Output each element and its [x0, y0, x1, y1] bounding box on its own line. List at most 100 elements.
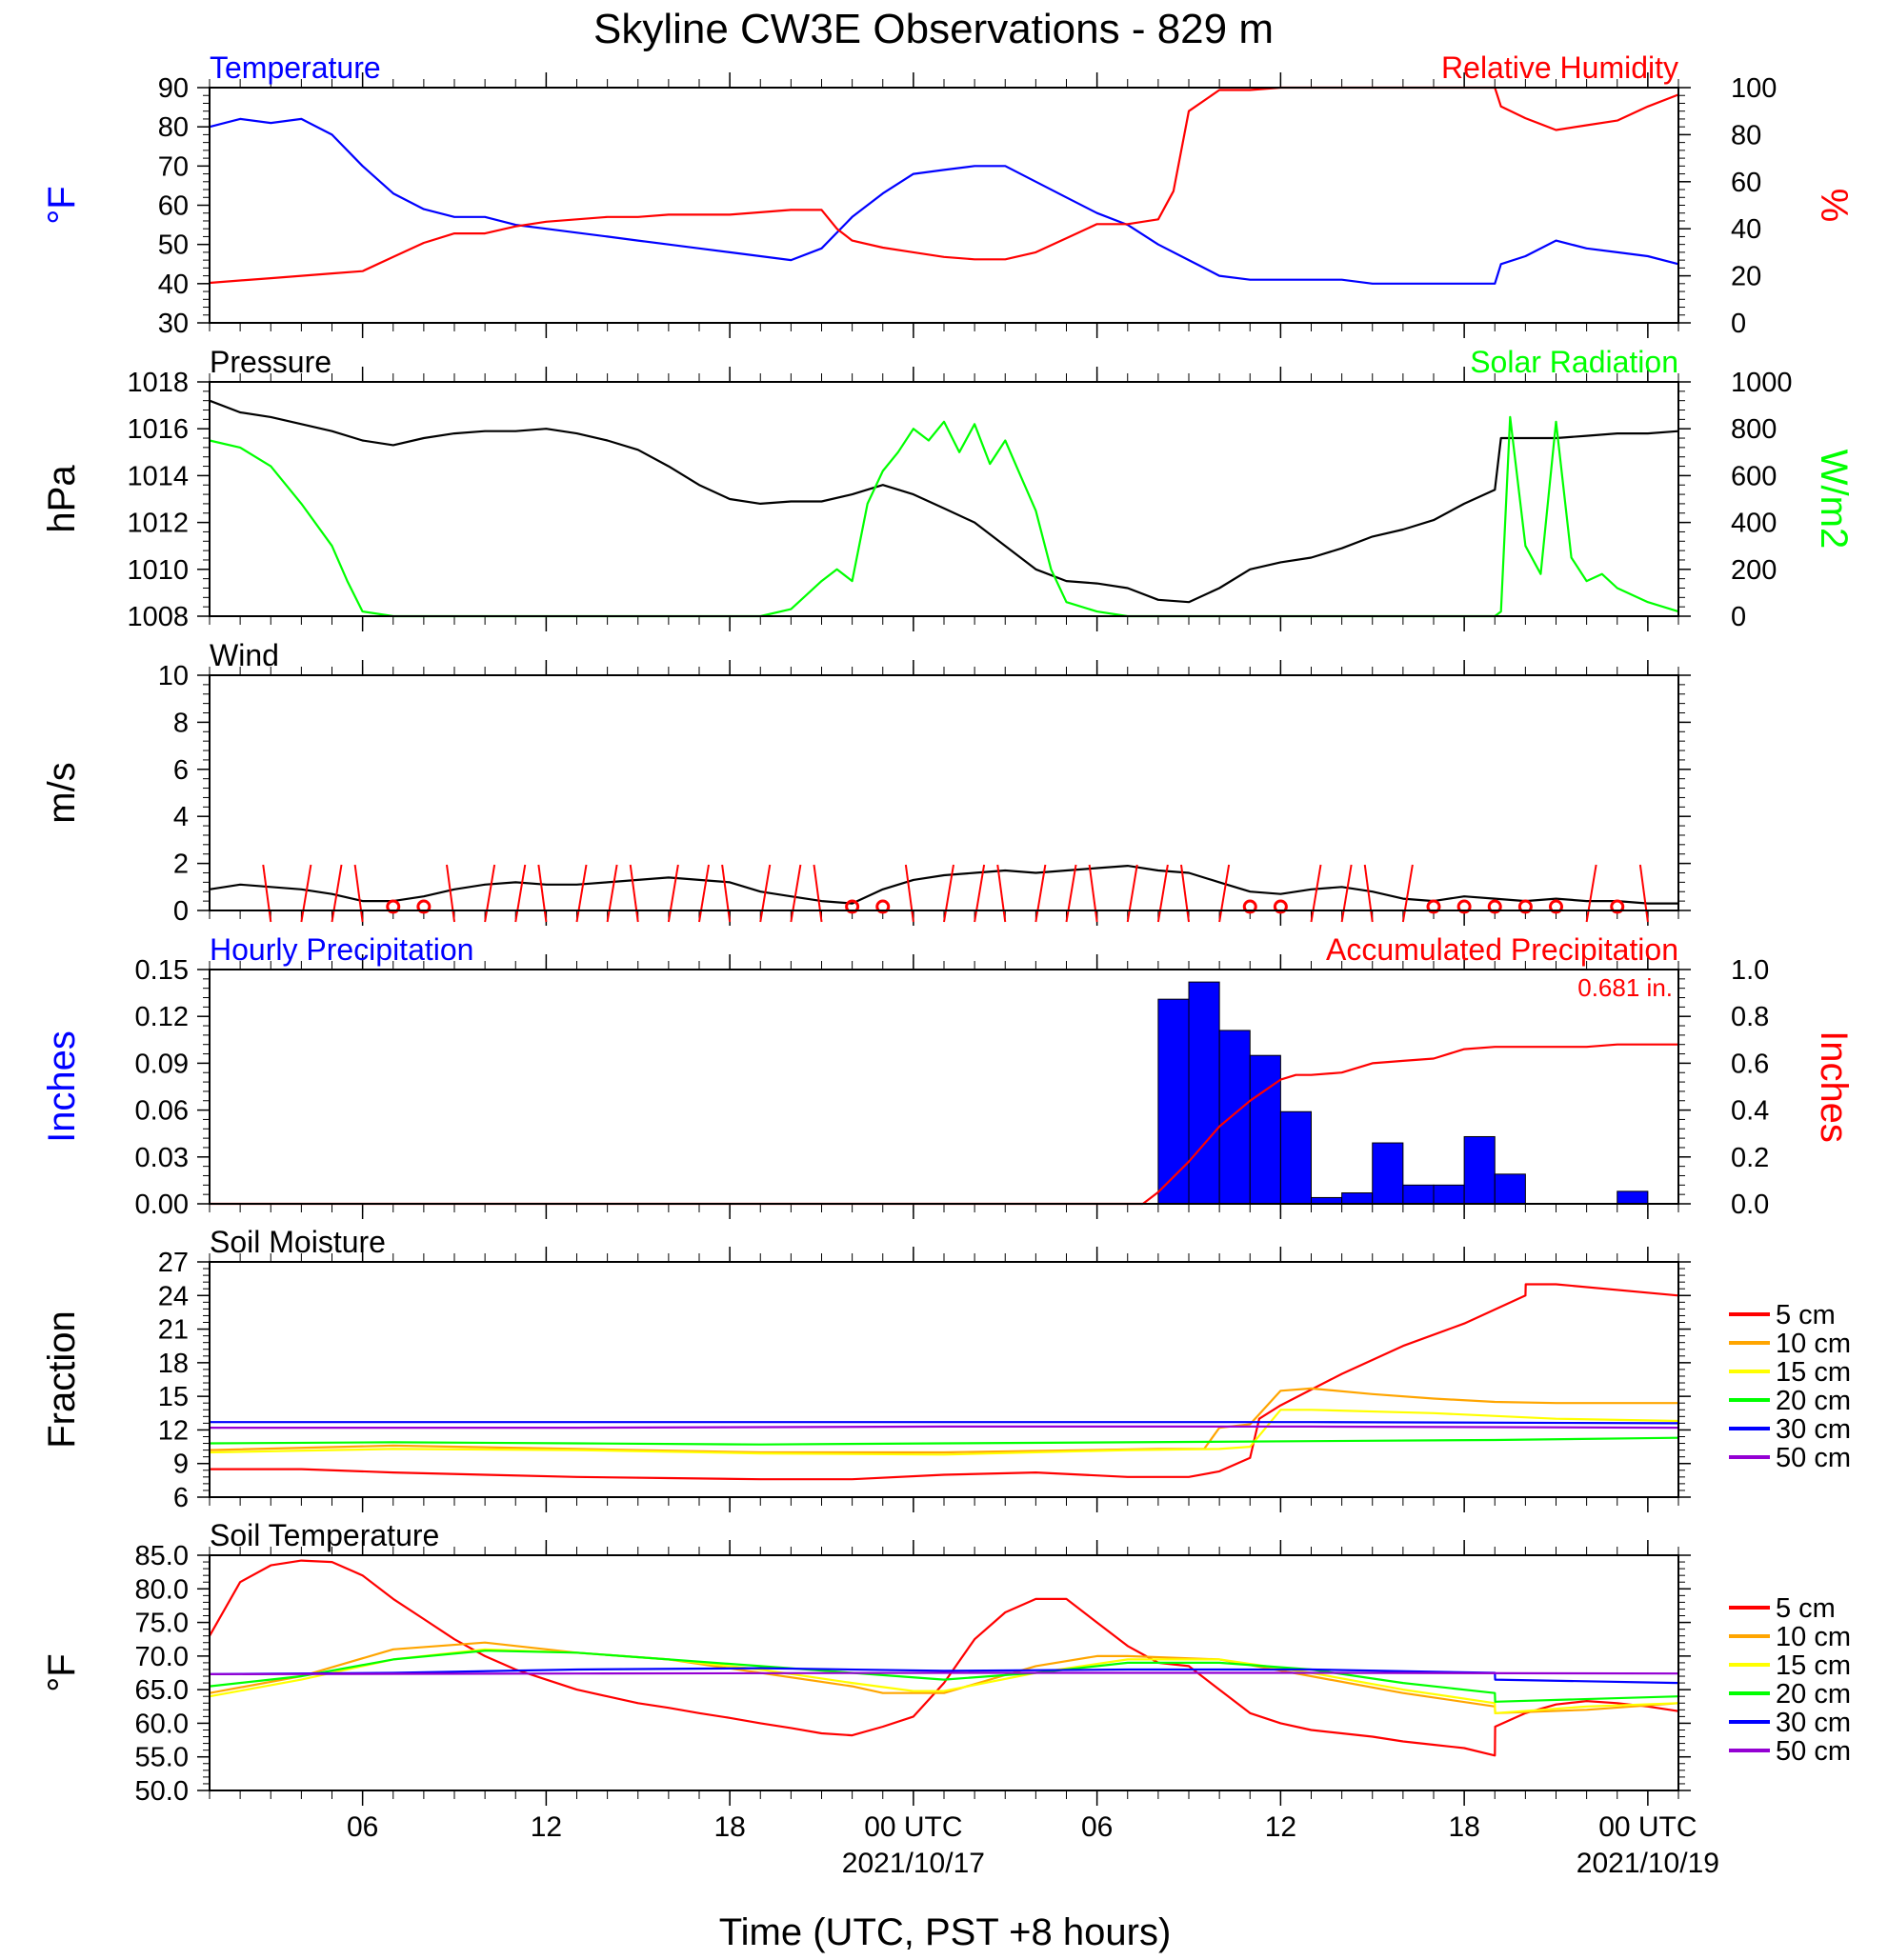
panel-precipitation: 0.00 0.03 0.06 0.09 0.12 0.15 0.0 0.2 0.4 0.6 0.8 1… — [41, 932, 1855, 1220]
wind-barb — [575, 864, 588, 923]
series-line — [209, 1650, 1679, 1703]
calm-circle — [875, 899, 891, 914]
precip-bar — [1617, 1190, 1649, 1205]
y-tick-label-left: 8 — [173, 708, 189, 738]
panel-title-left: Soil Temperature — [210, 1518, 439, 1552]
wind-barb — [759, 864, 772, 923]
wind-barb — [996, 864, 1007, 923]
x-tick-label: 12 — [531, 1811, 562, 1843]
y-tick-label-left: 0 — [173, 896, 189, 927]
legend-label: 15 cm — [1776, 1357, 1851, 1388]
y-tick-label-right: 40 — [1731, 214, 1761, 245]
precip-bar — [1188, 981, 1220, 1205]
total-precip-annotation: 0.681 in. — [1577, 973, 1673, 1002]
y-tick-label-left: 0.09 — [135, 1049, 189, 1079]
y-tick-label-left: 40 — [158, 270, 189, 300]
y-tick-label-left: 55.0 — [135, 1743, 189, 1773]
panel-frame — [209, 381, 1679, 617]
y-tick-label-left: 15 — [158, 1382, 189, 1412]
precip-bar — [1372, 1142, 1404, 1205]
y-tick-label-left: 90 — [158, 73, 189, 104]
panel-pressure_solar: 1008 1010 1012 1014 1016 1018 0 200 400 600 800 100… — [41, 345, 1855, 632]
calm-circle — [1273, 899, 1288, 914]
wind-barb — [790, 864, 802, 923]
y-tick-label-left: 1018 — [127, 368, 189, 398]
precip-bar — [1433, 1184, 1465, 1205]
panel-wind: 0 2 4 6 8 10 Wind m/s — [41, 638, 1691, 927]
calm-circle — [1426, 899, 1441, 914]
calm-circle — [1517, 899, 1533, 914]
legend-label: 5 cm — [1776, 1300, 1836, 1330]
series-line — [209, 415, 1679, 618]
panel-title-left: Pressure — [210, 345, 331, 379]
time-axis: 06 12 18 00 UTC 06 12 18 00 UTC 2021/10/17 2021/1… — [347, 1811, 1719, 1879]
y-axis-label-right: % — [1813, 189, 1855, 223]
y-tick-label-right: 400 — [1731, 509, 1777, 539]
series-line — [209, 1559, 1679, 1757]
y-tick-label-left: 18 — [158, 1349, 189, 1379]
series-line — [209, 1409, 1679, 1456]
wind-barb — [721, 864, 732, 923]
legend-label: 10 cm — [1776, 1329, 1851, 1359]
y-tick-label-left: 60.0 — [135, 1709, 189, 1739]
wind-barb — [1401, 864, 1414, 923]
y-tick-label-left: 30 — [158, 309, 189, 339]
y-axis-label-left: Inches — [41, 1030, 83, 1143]
y-tick-label-right: 800 — [1731, 414, 1777, 445]
wind-barb — [1218, 864, 1231, 923]
y-tick-label-right: 100 — [1731, 73, 1777, 104]
y-tick-label-right: 0.4 — [1731, 1096, 1769, 1127]
x-axis-label: Time (UTC, PST +8 hours) — [719, 1911, 1172, 1953]
x-tick-label: 06 — [347, 1811, 378, 1843]
y-tick-label-left: 0.12 — [135, 1002, 189, 1032]
legend-label: 50 cm — [1776, 1736, 1851, 1767]
x-tick-label: 00 UTC — [1598, 1811, 1697, 1843]
legend-label: 15 cm — [1776, 1650, 1851, 1681]
y-axis-label-right: Inches — [1813, 1030, 1855, 1143]
precip-bar — [1279, 1110, 1312, 1205]
panel-title-left: Hourly Precipitation — [210, 932, 473, 967]
x-date-label: 2021/10/19 — [1577, 1848, 1719, 1879]
y-tick-label-left: 2 — [173, 850, 189, 880]
wind-barb — [1310, 864, 1322, 923]
wind-barb — [514, 864, 527, 923]
y-tick-label-left: 1014 — [127, 461, 189, 491]
calm-circle — [1610, 899, 1625, 914]
legend-label: 30 cm — [1776, 1708, 1851, 1738]
y-tick-label-right: 0.8 — [1731, 1002, 1769, 1032]
y-tick-label-left: 6 — [173, 1483, 189, 1513]
y-tick-label-left: 1016 — [127, 414, 189, 445]
calm-circle — [1242, 899, 1257, 914]
wind-barb — [484, 864, 496, 923]
precip-bar — [1218, 1030, 1251, 1205]
series-line — [209, 117, 1679, 285]
y-tick-label-left: 27 — [158, 1248, 189, 1278]
wind-barb — [813, 864, 823, 923]
precip-bar — [1463, 1135, 1496, 1205]
precip-bar — [1494, 1173, 1526, 1205]
panel-frame — [209, 87, 1679, 324]
calm-circle — [1456, 899, 1472, 914]
panel-title-right: Relative Humidity — [1441, 50, 1678, 85]
y-tick-label-left: 50 — [158, 230, 189, 261]
wind-barb — [904, 864, 914, 923]
y-axis-label-left: °F — [41, 1653, 83, 1691]
y-tick-label-right: 0.2 — [1731, 1143, 1769, 1173]
legend-label: 20 cm — [1776, 1386, 1851, 1416]
y-tick-label-left: 4 — [173, 802, 189, 832]
wind-barb — [1363, 864, 1374, 923]
panel-title-left: Wind — [210, 638, 279, 672]
y-axis-label-left: hPa — [41, 465, 83, 533]
wind-barb — [606, 864, 618, 923]
wind-barb — [1638, 864, 1649, 923]
wind-barb — [300, 864, 312, 923]
calm-circle — [1549, 899, 1563, 914]
y-tick-label-left: 1012 — [127, 509, 189, 539]
precip-bar — [1249, 1054, 1281, 1205]
precip-bar — [1341, 1192, 1374, 1205]
legend-label: 5 cm — [1776, 1593, 1836, 1624]
wind-barb — [629, 864, 639, 923]
y-tick-label-left: 24 — [158, 1281, 189, 1311]
